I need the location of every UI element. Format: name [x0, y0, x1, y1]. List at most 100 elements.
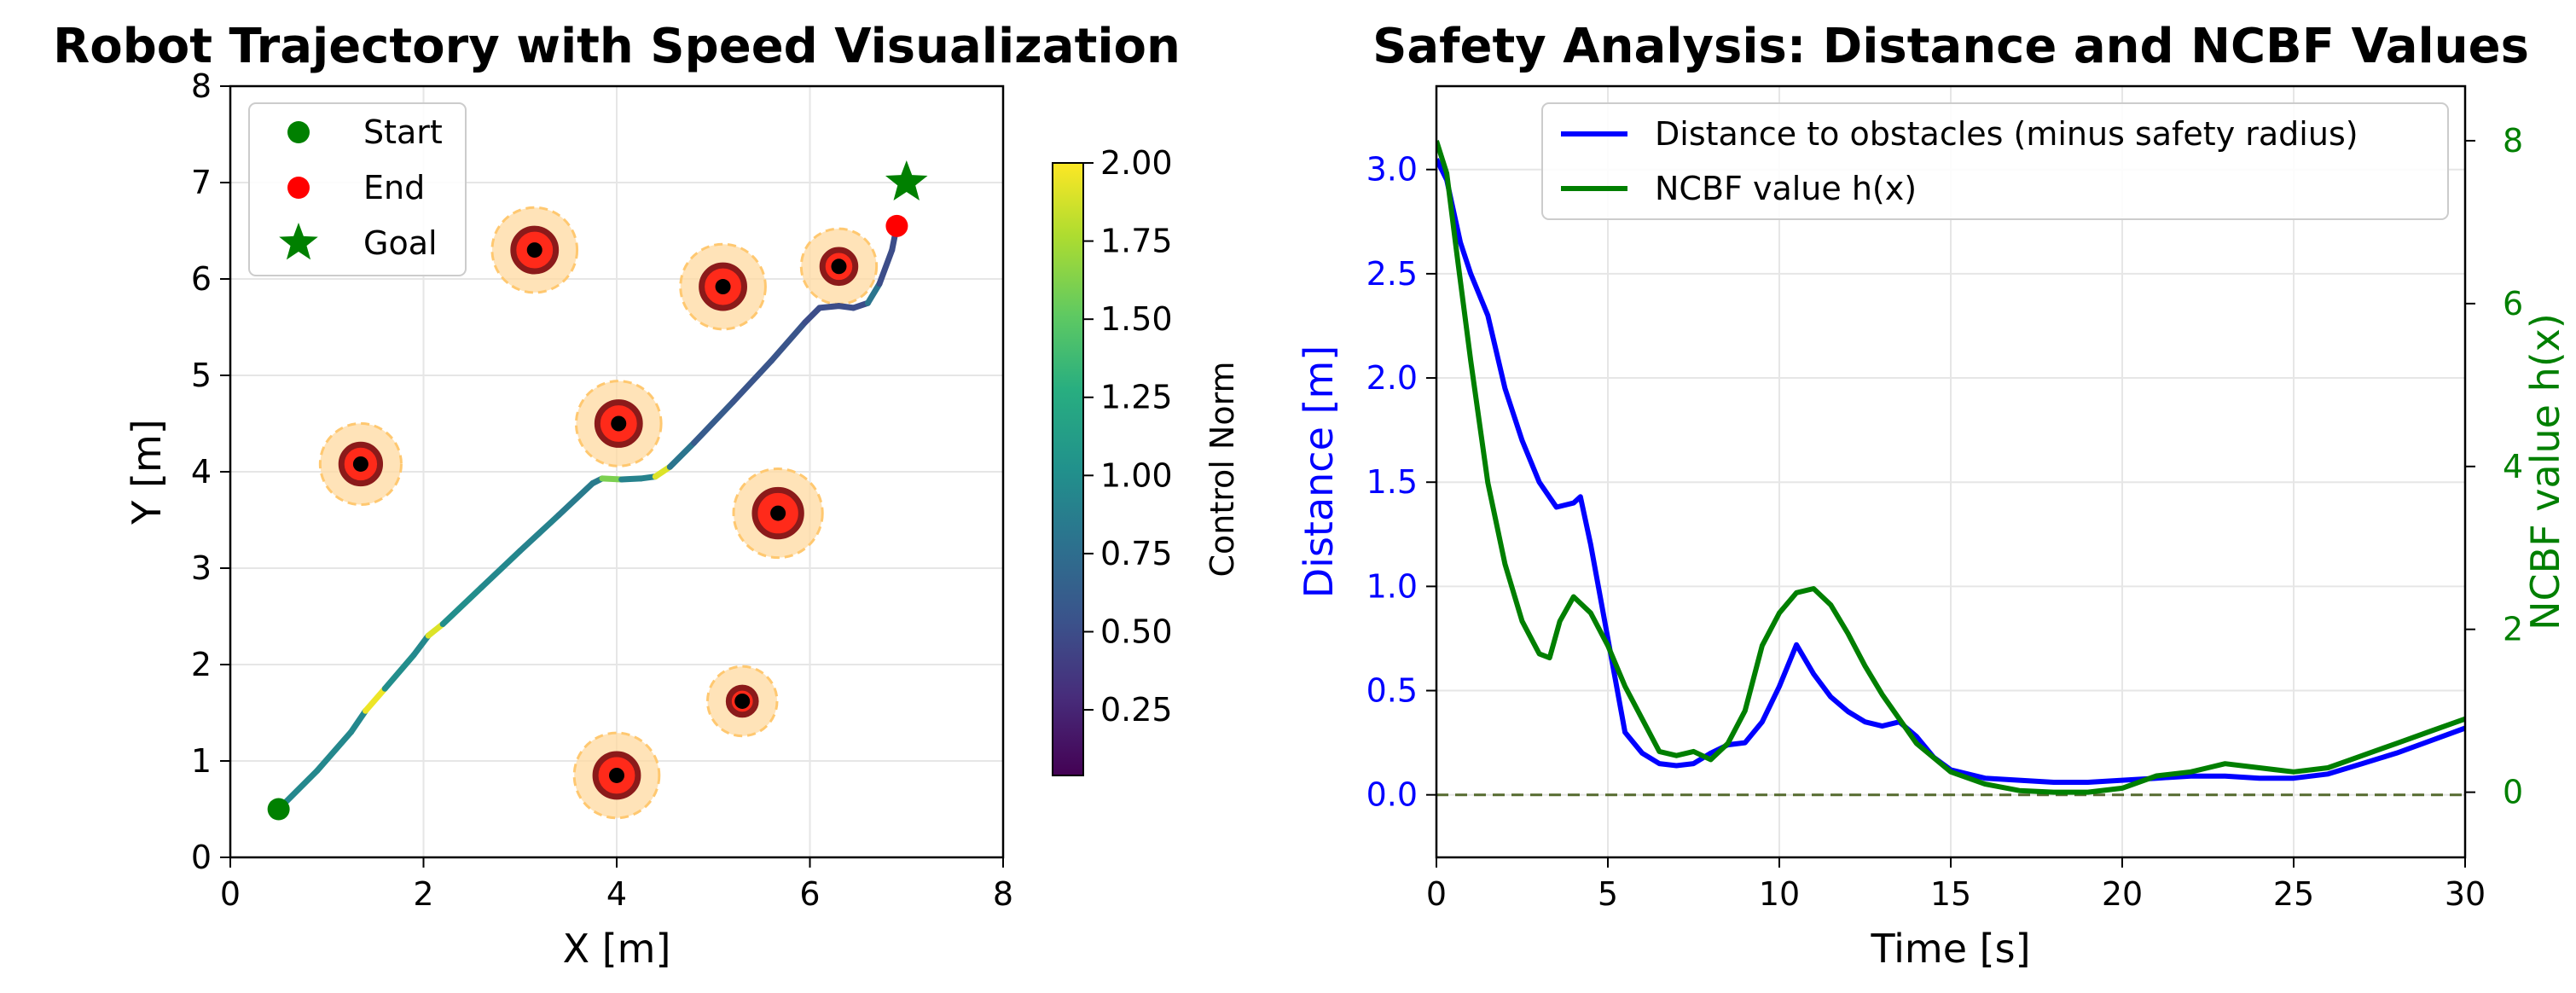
x-tick-label: 8 [993, 875, 1013, 913]
obstacle [572, 731, 661, 820]
obstacle [705, 665, 779, 738]
markers-layer [267, 160, 928, 821]
legend-end-label: End [363, 169, 425, 206]
series-line-distance [1436, 158, 2465, 785]
y-tick-label-left: 2.0 [1366, 359, 1418, 397]
legend-goal-marker [279, 223, 318, 260]
colorbar-tick-label: 1.00 [1100, 456, 1173, 494]
trajectory-segment [478, 548, 524, 591]
start-marker [267, 798, 290, 821]
x-tick-label: 10 [1759, 875, 1800, 913]
x-tick-label: 20 [2102, 875, 2143, 913]
trajectory-segment [876, 247, 896, 287]
legend-box-safety [1541, 102, 2449, 220]
y-tick-label-right: 0 [2503, 774, 2523, 811]
legend-box [248, 102, 467, 276]
legend-trajectory: Start End Goal [248, 102, 467, 276]
colorbar: 0.25 0.50 0.75 1.00 1.25 1.50 1.75 2.00 Control… [1052, 144, 1241, 776]
obstacle [318, 421, 403, 507]
y-tick-label-right: 2 [2503, 611, 2523, 648]
y-axis-label-trajectory: Y [m] [124, 419, 170, 525]
trajectory-segment [768, 319, 809, 364]
colorbar-tick-label: 1.50 [1100, 300, 1173, 338]
colorbar-gradient [1052, 162, 1084, 776]
obstacle [679, 242, 767, 331]
y-axis-label-left-safety: Distance [m] [1296, 346, 1342, 598]
trajectory-segment [555, 480, 596, 519]
x-tick-label: 30 [2445, 875, 2486, 913]
x-axis-label-safety: Time [s] [1870, 926, 2030, 972]
y-tick-label: 2 [191, 646, 212, 683]
y-tick-label-left: 0.0 [1366, 776, 1418, 814]
obstacle-center [770, 505, 786, 521]
legend-start-marker [287, 121, 310, 143]
y-tick-label: 4 [191, 453, 212, 491]
trajectory-segment [864, 281, 883, 306]
legend-safety: Distance to obstacles (minus safety radi… [1541, 102, 2449, 220]
y-tick-label-left: 1.0 [1366, 567, 1418, 605]
y-tick-label: 1 [191, 742, 212, 780]
colorbar-tick-label: 1.25 [1100, 379, 1173, 416]
y-tick-label: 3 [191, 549, 212, 587]
x-tick-label: 15 [1930, 875, 1971, 913]
y-tick-label-left: 1.5 [1366, 463, 1418, 501]
obstacle [732, 467, 824, 560]
x-tick-label: 6 [799, 875, 820, 913]
legend-start-label: Start [363, 113, 443, 151]
x-tick-label: 0 [1426, 875, 1447, 913]
obstacle-center [734, 693, 751, 709]
x-tick-label: 0 [220, 875, 241, 913]
obstacle [799, 227, 879, 305]
colorbar-tick-label: 0.25 [1100, 691, 1173, 729]
legend-ncbf-label: NCBF value h(x) [1655, 170, 1917, 207]
trajectory-segment [425, 621, 446, 639]
x-axis-label-trajectory: X [m] [563, 926, 671, 972]
x-tick-label: 5 [1598, 875, 1618, 913]
y-axis-label-right-safety: NCBF value h(x) [2522, 313, 2568, 630]
y-tick-label: 5 [191, 357, 212, 394]
trajectory-segment [517, 512, 562, 555]
obstacle-center [831, 258, 847, 275]
trajectory-segment [816, 303, 842, 311]
y-tick-label-right: 6 [2503, 285, 2523, 322]
obstacle-center [609, 767, 624, 783]
colorbar-tick-label: 1.75 [1100, 223, 1173, 260]
legend-end-marker [287, 177, 310, 199]
trajectory-segment [439, 584, 484, 628]
trajectory-segment [363, 685, 388, 714]
x-tick-label: 4 [606, 875, 627, 913]
trajectory-segment [314, 729, 355, 774]
colorbar-tick-label: 0.75 [1100, 535, 1173, 572]
ticks-safety: 0 5 10 15 20 25 30 0.0 0.5 1.0 1.5 2.0 2.5 3.0 0 2 4 6 8 [1366, 122, 2524, 913]
obstacle [574, 380, 663, 467]
safety-chart: Safety Analysis: Distance and NCBF Value… [1296, 19, 2568, 972]
obstacles-layer [318, 206, 879, 820]
y-tick-label-right: 8 [2503, 122, 2523, 160]
x-tick-label: 25 [2273, 875, 2314, 913]
y-tick-label: 0 [191, 839, 212, 876]
trajectory-segment [802, 305, 823, 326]
obstacle-center [352, 456, 368, 472]
y-tick-label-left: 2.5 [1366, 255, 1418, 293]
colorbar-label: Control Norm [1204, 361, 1241, 577]
goal-marker [885, 160, 928, 200]
trajectory-segment [666, 439, 698, 470]
obstacle [490, 206, 579, 294]
chart-title-safety: Safety Analysis: Distance and NCBF Value… [1372, 19, 2529, 74]
y-tick-label: 8 [191, 67, 212, 105]
trajectory-layer [276, 223, 900, 812]
colorbar-tick-label: 0.50 [1100, 613, 1173, 650]
legend-distance-label: Distance to obstacles (minus safety radi… [1655, 115, 2358, 153]
trajectory-segment [691, 399, 736, 446]
y-tick-label-left: 0.5 [1366, 672, 1418, 710]
series-line-ncbf [1436, 140, 2465, 795]
legend-goal-label: Goal [363, 224, 438, 262]
obstacle-center [526, 242, 542, 258]
obstacle-center [611, 415, 627, 432]
trajectory-segment [729, 357, 775, 406]
colorbar-ticks: 0.25 0.50 0.75 1.00 1.25 1.50 1.75 2.00 [1083, 144, 1173, 729]
trajectory-segment [381, 652, 417, 692]
trajectory-segment [410, 632, 432, 659]
y-tick-label: 7 [191, 164, 212, 201]
